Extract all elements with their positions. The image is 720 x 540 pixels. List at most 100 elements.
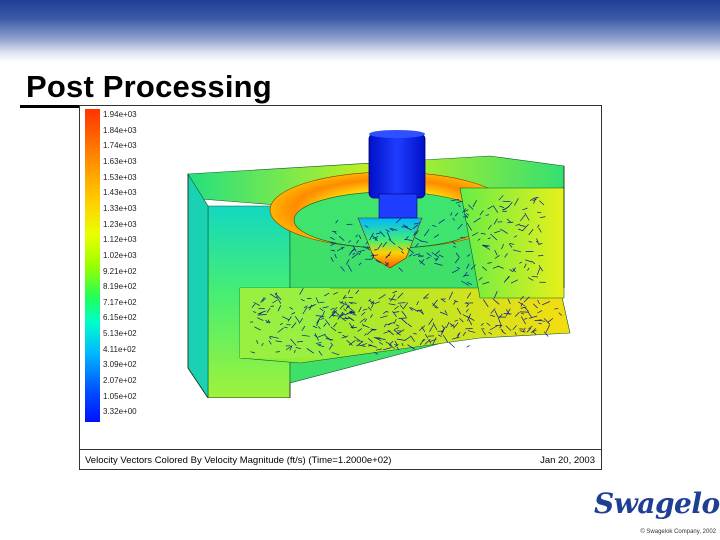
velocity-vector xyxy=(487,224,492,230)
velocity-vector xyxy=(392,290,398,294)
velocity-vector xyxy=(393,329,401,336)
velocity-vector xyxy=(379,230,385,237)
velocity-vector xyxy=(418,325,426,331)
colorbar-label: 3.32e+00 xyxy=(103,407,137,417)
velocity-vector xyxy=(309,304,313,311)
velocity-vector xyxy=(498,319,502,326)
velocity-vector xyxy=(413,253,421,256)
velocity-vector xyxy=(371,301,375,309)
velocity-vector xyxy=(468,319,473,326)
velocity-vector xyxy=(337,311,344,320)
velocity-vector xyxy=(358,344,366,347)
velocity-vector xyxy=(330,242,337,244)
velocity-vector xyxy=(414,237,422,242)
velocity-vector xyxy=(510,279,518,284)
velocity-vector xyxy=(461,280,470,286)
velocity-vector xyxy=(254,326,261,331)
velocity-vector xyxy=(528,277,534,281)
velocity-vector xyxy=(334,253,337,259)
velocity-vector xyxy=(348,248,355,256)
velocity-vector xyxy=(529,197,536,201)
velocity-vector xyxy=(431,224,437,227)
velocity-vector xyxy=(346,340,353,346)
velocity-vector xyxy=(367,338,374,343)
velocity-vector xyxy=(522,207,528,211)
velocity-vector xyxy=(455,252,460,258)
velocity-vector xyxy=(537,211,542,214)
velocity-vector xyxy=(473,217,481,223)
velocity-vector xyxy=(497,265,504,269)
colorbar-label: 1.12e+03 xyxy=(103,235,137,245)
colorbar-label: 5.13e+02 xyxy=(103,329,137,339)
velocity-vector xyxy=(385,341,392,346)
velocity-vector xyxy=(383,330,391,334)
velocity-vector xyxy=(358,251,362,256)
velocity-vector xyxy=(487,205,494,210)
velocity-vector xyxy=(483,245,489,248)
velocity-vector xyxy=(452,217,455,221)
velocity-vector xyxy=(388,303,396,306)
velocity-vector xyxy=(397,246,404,251)
velocity-vector xyxy=(394,344,398,347)
velocity-vector xyxy=(338,236,345,241)
velocity-vector xyxy=(312,325,318,329)
colorbar-label: 1.74e+03 xyxy=(103,141,137,151)
velocity-vector xyxy=(468,204,474,210)
velocity-vector xyxy=(325,319,331,326)
colorbar-label: 1.43e+03 xyxy=(103,188,137,198)
velocity-vector xyxy=(528,228,534,236)
velocity-vector xyxy=(494,255,500,259)
velocity-vector xyxy=(536,238,539,243)
velocity-vector xyxy=(500,228,508,234)
velocity-vector xyxy=(320,317,325,320)
velocity-vector xyxy=(348,306,356,313)
velocity-vector xyxy=(282,316,290,321)
velocity-vector xyxy=(463,271,468,278)
velocity-vector xyxy=(368,298,371,302)
velocity-vector xyxy=(423,293,430,299)
velocity-vector xyxy=(494,249,498,256)
velocity-vector xyxy=(519,224,526,227)
velocity-vector xyxy=(335,219,339,224)
velocity-vector xyxy=(456,307,462,315)
velocity-vector xyxy=(382,241,388,248)
velocity-vector xyxy=(251,303,256,308)
velocity-vector xyxy=(501,243,505,250)
velocity-vector xyxy=(355,289,360,295)
velocity-vector xyxy=(457,332,461,336)
velocity-vector xyxy=(499,205,505,209)
velocity-vector xyxy=(386,232,391,240)
velocity-vector xyxy=(291,322,297,329)
velocity-vector xyxy=(489,325,498,331)
velocity-vector xyxy=(389,228,394,232)
velocity-vector xyxy=(528,325,533,330)
velocity-vector xyxy=(270,336,279,339)
colorbar-label: 3.09e+02 xyxy=(103,360,137,370)
velocity-vector xyxy=(466,213,470,216)
velocity-vector xyxy=(431,252,440,258)
velocity-vector xyxy=(384,261,389,266)
velocity-vector xyxy=(466,292,472,299)
velocity-vector xyxy=(418,259,426,266)
velocity-vector xyxy=(547,318,554,323)
velocity-vector xyxy=(480,322,484,326)
velocity-vector xyxy=(268,336,272,340)
velocity-vector xyxy=(269,293,278,299)
velocity-vector xyxy=(545,324,551,333)
velocity-vector xyxy=(352,245,357,252)
velocity-vector xyxy=(538,227,542,233)
velocity-vector xyxy=(541,301,550,306)
velocity-vector xyxy=(331,314,335,317)
velocity-vector xyxy=(415,243,419,248)
header-banner xyxy=(0,0,720,62)
velocity-vector xyxy=(325,338,334,341)
velocity-vector xyxy=(388,238,396,245)
velocity-vector xyxy=(362,308,368,311)
velocity-vector xyxy=(527,311,533,318)
velocity-vector xyxy=(531,275,538,278)
velocity-vector xyxy=(462,331,467,337)
velocity-vector xyxy=(512,267,516,272)
velocity-vector xyxy=(487,262,492,264)
velocity-vector xyxy=(315,315,325,317)
figure-date: Jan 20, 2003 xyxy=(540,455,595,466)
